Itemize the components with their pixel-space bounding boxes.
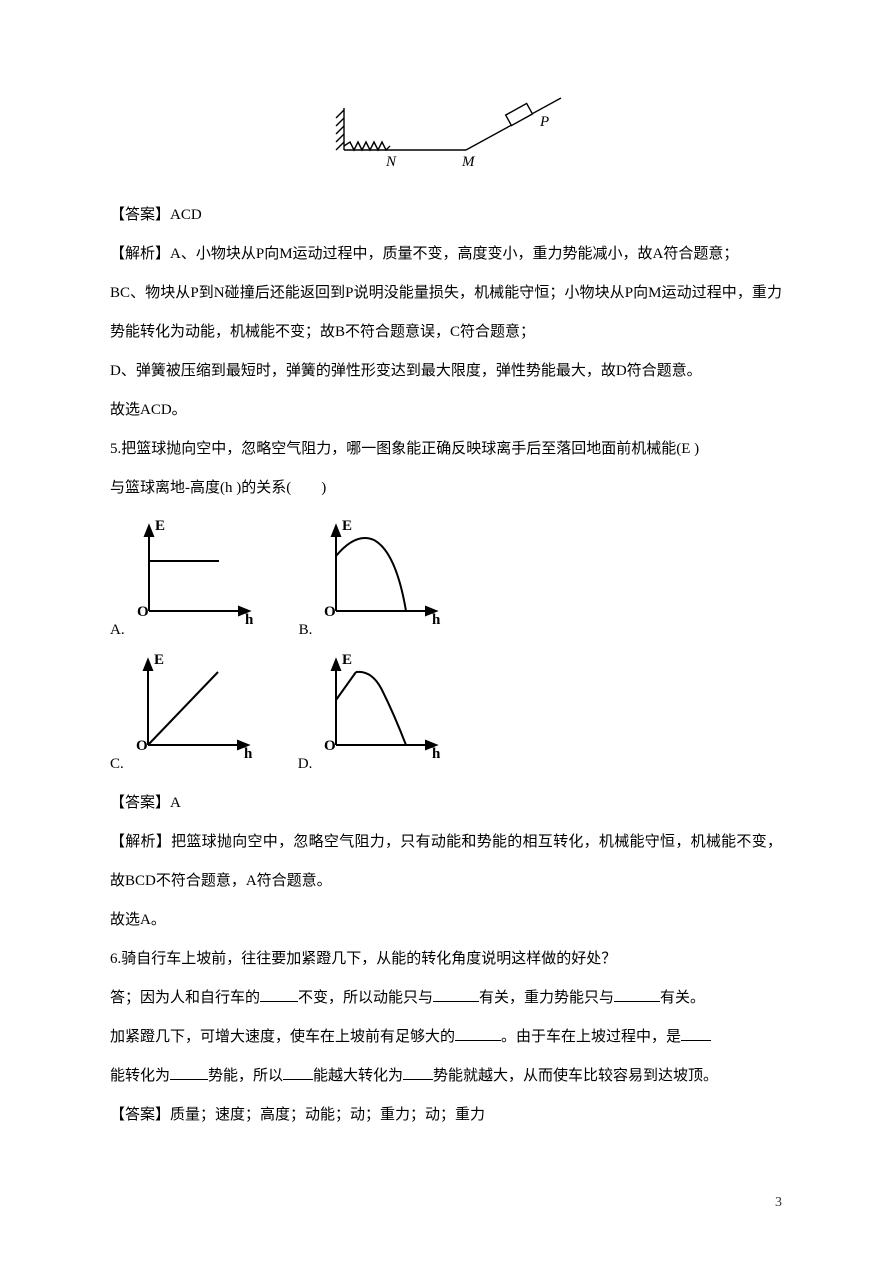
opt-a-label: A. xyxy=(110,623,125,642)
answer-value: A xyxy=(170,795,181,811)
svg-text:E: E xyxy=(342,518,352,534)
q6-stem: 6.骑自行车上坡前，往往要加紧蹬几下，从能的转化角度说明这样做的好处？ xyxy=(110,940,782,979)
svg-text:E: E xyxy=(342,652,352,668)
q6-fill-2: 加紧蹬几下，可增大速度，使车在上坡前有足够大的。由于车在上坡过程中，是 xyxy=(110,1018,782,1057)
svg-text:h: h xyxy=(244,746,253,760)
q6-fill-1: 答；因为人和自行车的不变，所以动能只与有关，重力势能只与有关。 xyxy=(110,979,782,1018)
answer-label: 【答案】 xyxy=(110,1107,170,1123)
q4-explain-bc: BC、物块从P到N碰撞后还能返回到P说明没能量损失，机械能守恒；小物块从P向M运… xyxy=(110,274,782,352)
opt-a-graph: E O h xyxy=(129,516,259,642)
label-m: M xyxy=(461,154,476,170)
q6-fill-3: 能转化为势能，所以能越大转化为势能就越大，从而使车比较容易到达坡顶。 xyxy=(110,1057,782,1096)
q6-answer: 【答案】质量；速度；高度；动能；动；重力；动；重力 xyxy=(110,1096,782,1135)
svg-text:O: O xyxy=(324,738,336,754)
label-p: P xyxy=(539,114,549,130)
answer-value: 质量；速度；高度；动能；动；重力；动；重力 xyxy=(170,1107,485,1123)
svg-text:O: O xyxy=(136,738,148,754)
svg-text:E: E xyxy=(155,518,165,534)
blank xyxy=(614,986,660,1002)
opt-c-label: C. xyxy=(110,757,124,776)
q5-explain: 【解析】把篮球抛向空中，忽略空气阻力，只有动能和势能的相互转化，机械能守恒，机械… xyxy=(110,823,782,901)
opt-b-graph: E O h xyxy=(316,516,446,642)
q4-conclusion: 故选ACD。 xyxy=(110,391,782,430)
opt-d-label: D. xyxy=(298,757,313,776)
blank xyxy=(283,1064,313,1080)
svg-text:O: O xyxy=(324,604,336,620)
q5-options-row-1: A. E O h B. xyxy=(110,516,782,642)
answer-label: 【答案】 xyxy=(110,207,170,223)
answer-value: ACD xyxy=(170,207,202,223)
opt-b-label: B. xyxy=(299,623,313,642)
opt-d-graph: E O h xyxy=(316,650,446,776)
explain-label: 【解析】 xyxy=(110,834,171,850)
svg-text:h: h xyxy=(432,746,441,760)
q5-answer: 【答案】A xyxy=(110,784,782,823)
q5-conclusion: 故选A。 xyxy=(110,901,782,940)
q5-options-row-2: C. E O h D. xyxy=(110,650,782,776)
svg-text:E: E xyxy=(154,652,164,668)
label-n: N xyxy=(385,154,397,170)
blank xyxy=(403,1064,433,1080)
explain-label: 【解析】 xyxy=(110,246,170,262)
answer-label: 【答案】 xyxy=(110,795,170,811)
blank xyxy=(681,1025,711,1041)
blank xyxy=(260,986,298,1002)
spring-ramp-figure: N M P xyxy=(110,90,782,186)
q4-explain-d: D、弹簧被压缩到最短时，弹簧的弹性形变达到最大限度，弹性势能最大，故D符合题意。 xyxy=(110,352,782,391)
q5-stem-1: 5.把篮球抛向空中，忽略空气阻力，哪一图象能正确反映球离手后至落回地面前机械能(… xyxy=(110,430,782,469)
blank xyxy=(433,986,479,1002)
opt-c-graph: E O h xyxy=(128,650,258,776)
blank xyxy=(170,1064,208,1080)
q4-answer: 【答案】ACD xyxy=(110,196,782,235)
q5-stem-2: 与篮球离地-高度(h )的关系( ) xyxy=(110,469,782,508)
q4-explain-a: 【解析】A、小物块从P向M运动过程中，质量不变，高度变小，重力势能减小，故A符合… xyxy=(110,235,782,274)
svg-text:h: h xyxy=(245,612,254,626)
svg-text:h: h xyxy=(432,612,441,626)
page-number: 3 xyxy=(110,1185,782,1221)
svg-text:O: O xyxy=(137,604,149,620)
blank xyxy=(455,1025,501,1041)
